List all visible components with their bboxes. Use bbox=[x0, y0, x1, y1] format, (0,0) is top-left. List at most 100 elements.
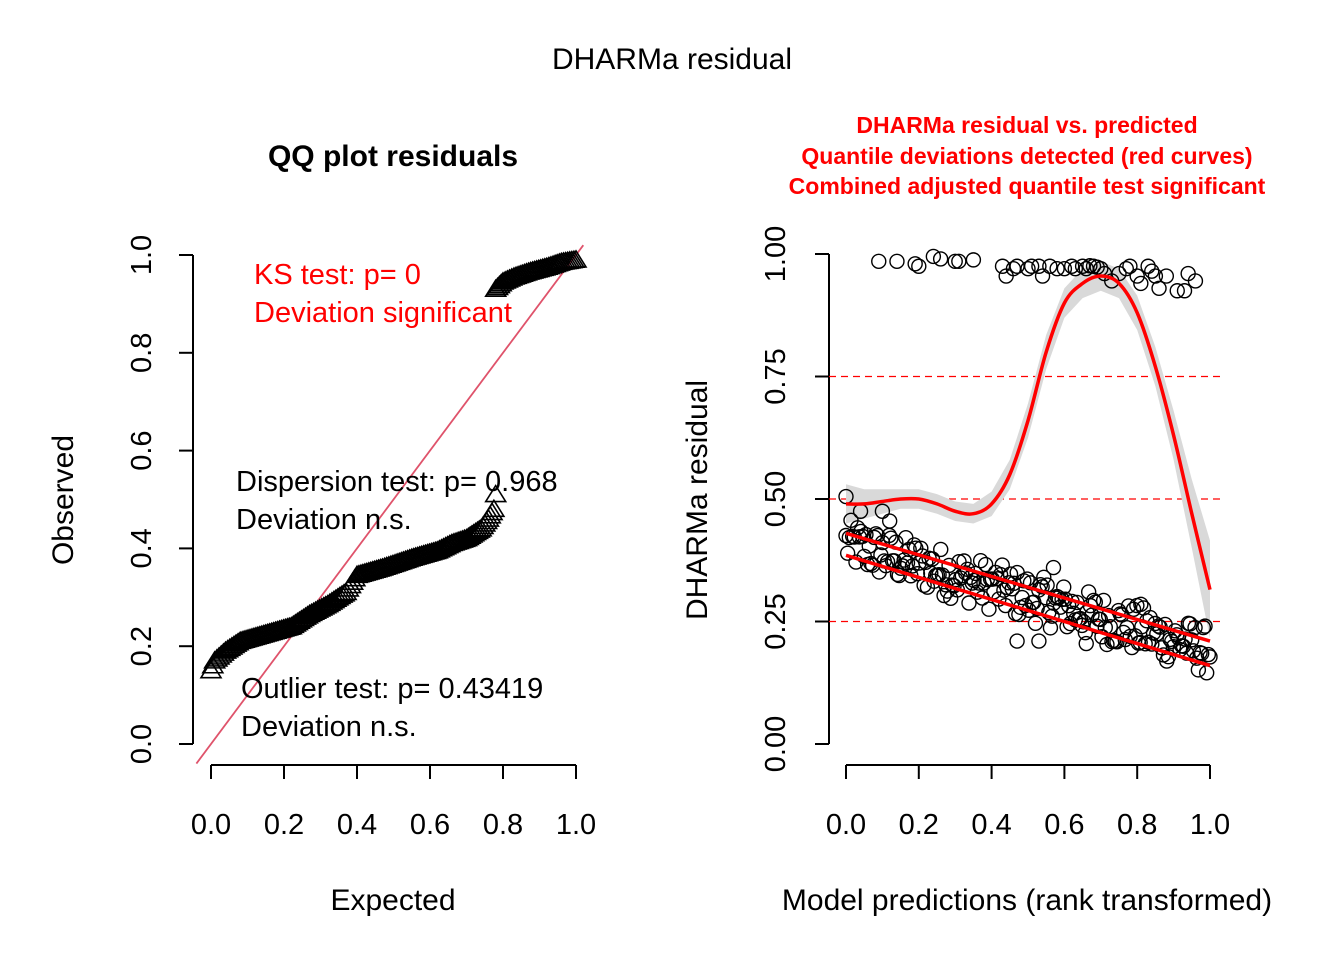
residual-point bbox=[1119, 620, 1135, 636]
residual-point bbox=[947, 253, 963, 270]
residual-point bbox=[1195, 619, 1212, 636]
residual-point bbox=[951, 253, 967, 270]
residual-point bbox=[925, 248, 942, 265]
residual-point bbox=[1187, 619, 1203, 636]
residual-point bbox=[1187, 273, 1204, 289]
qq-title: QQ plot residuals bbox=[268, 140, 518, 173]
qq-y-tick-label: 0.8 bbox=[126, 333, 158, 373]
residual-point bbox=[992, 566, 1009, 583]
residual-point bbox=[965, 252, 982, 268]
residual-point bbox=[1042, 620, 1059, 636]
residual-point bbox=[1140, 258, 1156, 274]
qq-x-tick-label: 0.6 bbox=[410, 809, 450, 841]
qq-x-tick-label: 0.4 bbox=[337, 809, 377, 841]
residual-point bbox=[1031, 258, 1047, 274]
residual-point bbox=[1020, 261, 1036, 277]
qq-y-tick-label: 1.0 bbox=[126, 235, 158, 275]
residual-point bbox=[1120, 598, 1137, 614]
residual-point bbox=[911, 258, 927, 274]
qq-y-tick-label: 0.0 bbox=[126, 724, 158, 764]
qq-panel: QQ plot residuals Expected Observed 0.0 0… bbox=[47, 140, 596, 917]
qq-point bbox=[199, 660, 223, 679]
residual-point bbox=[1198, 665, 1215, 681]
residual-point bbox=[932, 251, 949, 267]
residual-point bbox=[1078, 635, 1094, 652]
qq-point bbox=[326, 587, 350, 606]
residual-point bbox=[1197, 618, 1213, 634]
residual-point bbox=[933, 541, 949, 558]
qq-reference-line-path bbox=[195, 244, 585, 765]
residual-point bbox=[1023, 258, 1040, 274]
residual-point bbox=[1029, 600, 1045, 617]
residual-point bbox=[1087, 594, 1104, 610]
residual-point bbox=[881, 513, 898, 529]
residual-y-tick-label: 0.75 bbox=[760, 348, 792, 404]
residual-point bbox=[1092, 611, 1109, 628]
qq-x-tick-label: 0.0 bbox=[191, 809, 231, 841]
residual-point bbox=[891, 567, 907, 584]
residual-point bbox=[1049, 261, 1065, 277]
residual-point bbox=[1095, 592, 1112, 609]
residual-point bbox=[959, 561, 976, 577]
residual-ylabel: DHARMa residual bbox=[681, 380, 714, 620]
residual-y-tick-label: 1.00 bbox=[760, 226, 792, 282]
residual-point bbox=[977, 556, 994, 573]
residual-point bbox=[1027, 615, 1044, 631]
qq-point bbox=[324, 588, 348, 608]
residual-point bbox=[1056, 579, 1072, 595]
residual-point bbox=[1129, 268, 1145, 284]
qq-ylabel: Observed bbox=[47, 435, 80, 565]
outlier-test-text: Outlier test: p= 0.43419 bbox=[241, 673, 543, 705]
residual-point bbox=[972, 553, 989, 569]
residual-point bbox=[1017, 597, 1034, 614]
residual-point bbox=[1077, 624, 1094, 641]
residual-point bbox=[1133, 596, 1149, 613]
dispersion-test-text: Dispersion test: p= 0.968 bbox=[236, 466, 558, 498]
qq-y-tick-label: 0.6 bbox=[126, 430, 158, 470]
residual-point bbox=[896, 552, 912, 568]
quantile-curves bbox=[845, 274, 1212, 668]
residual-y-tick-label: 0.25 bbox=[760, 593, 792, 649]
residual-x-axis: 0.0 0.2 0.4 0.6 0.8 1.0 bbox=[826, 764, 1230, 841]
residual-point bbox=[1151, 280, 1167, 296]
residual-panel: DHARMa residual vs. predicted Quantile d… bbox=[681, 112, 1272, 917]
residual-point bbox=[1122, 258, 1138, 274]
residual-point bbox=[1133, 275, 1149, 292]
residual-x-tick-label: 1.0 bbox=[1190, 809, 1230, 841]
residual-point bbox=[907, 256, 923, 272]
residual-title: DHARMa residual vs. predicted bbox=[856, 112, 1197, 138]
quantile-curve-0.25 bbox=[845, 553, 1211, 668]
qq-reference-line bbox=[195, 244, 585, 765]
residual-point bbox=[1169, 283, 1185, 299]
residual-point bbox=[1056, 261, 1073, 277]
residual-point bbox=[1009, 633, 1025, 649]
residual-x-tick-label: 0.6 bbox=[1044, 809, 1084, 841]
residual-point bbox=[964, 575, 981, 591]
ks-test-text: KS test: p= 0 bbox=[254, 259, 421, 291]
residual-points bbox=[838, 248, 1218, 681]
figure-title: DHARMa residual bbox=[552, 43, 792, 76]
residual-point bbox=[889, 253, 905, 270]
qq-x-tick-label: 1.0 bbox=[556, 809, 596, 841]
residual-y-tick-label: 0.50 bbox=[760, 471, 792, 527]
qq-points bbox=[199, 249, 588, 679]
residual-point bbox=[1042, 258, 1058, 274]
residual-point bbox=[1184, 632, 1200, 648]
residual-point bbox=[1185, 643, 1202, 659]
residual-y-tick-label: 0.00 bbox=[760, 716, 792, 772]
ks-deviation-text: Deviation significant bbox=[254, 297, 512, 329]
residual-y-axis: 0.00 0.25 0.50 0.75 1.00 bbox=[760, 226, 830, 772]
residual-point bbox=[1176, 283, 1193, 299]
residual-point bbox=[874, 503, 891, 519]
residual-point bbox=[1067, 261, 1084, 277]
residual-point bbox=[858, 526, 874, 543]
qq-x-tick-label: 0.2 bbox=[264, 809, 304, 841]
residual-point bbox=[924, 551, 941, 567]
qq-y-tick-label: 0.4 bbox=[126, 528, 158, 568]
qq-x-axis: 0.0 0.2 0.4 0.6 0.8 1.0 bbox=[191, 764, 596, 841]
qq-xlabel: Expected bbox=[330, 884, 455, 917]
residual-point bbox=[1034, 268, 1051, 284]
qq-point bbox=[478, 505, 502, 524]
residual-point bbox=[1080, 584, 1097, 600]
